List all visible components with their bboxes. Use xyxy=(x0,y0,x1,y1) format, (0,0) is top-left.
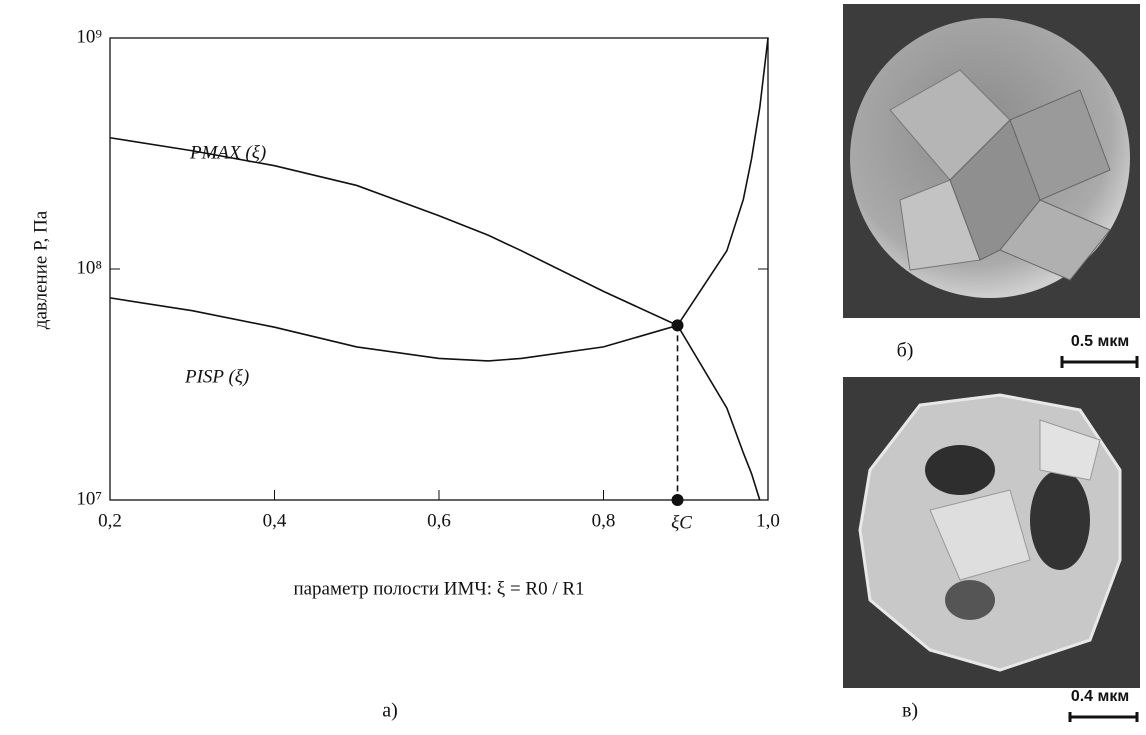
scale-label: 0.4 мкм xyxy=(1071,688,1129,705)
x-tick-label: 0,8 xyxy=(592,510,616,531)
panel-label: а) xyxy=(382,700,398,722)
y-axis-label: давление P, Па xyxy=(30,210,51,329)
scale-label: 0.5 мкм xyxy=(1071,333,1129,350)
x-tick-label: 0,6 xyxy=(427,510,451,531)
plot-frame xyxy=(109,37,769,501)
y-tick-label: 10⁷ xyxy=(76,488,102,509)
critical-point xyxy=(671,319,684,332)
critical-x-marker xyxy=(671,494,684,506)
x-tick-label: 0,2 xyxy=(98,510,122,531)
line-series xyxy=(109,136,761,501)
y-tick-label: 10⁹ xyxy=(76,26,102,47)
x-tick-label: 1,0 xyxy=(756,510,780,531)
line-series xyxy=(109,37,769,362)
image-label: б) xyxy=(897,340,914,362)
sem-image xyxy=(843,377,1140,688)
x-tick-label: 0,4 xyxy=(263,510,287,531)
series-label: PISP (ξ) xyxy=(184,366,249,387)
series-label: PMAX (ξ) xyxy=(189,142,266,163)
image-label: в) xyxy=(902,700,918,722)
critical-label: ξC xyxy=(671,512,692,533)
scale-bar xyxy=(1060,356,1139,368)
plot: 10⁷ 10⁸ 10⁹ 0,2 0,4 0,6 0,8 1,0 PMAX (ξ) PISP (ξ)… xyxy=(76,26,780,533)
sem-image xyxy=(843,4,1140,318)
x-axis-label: параметр полости ИМЧ: ξ = R0 / R1 xyxy=(293,578,584,599)
scale-bar xyxy=(1068,712,1139,722)
y-tick-label: 10⁸ xyxy=(76,257,102,278)
